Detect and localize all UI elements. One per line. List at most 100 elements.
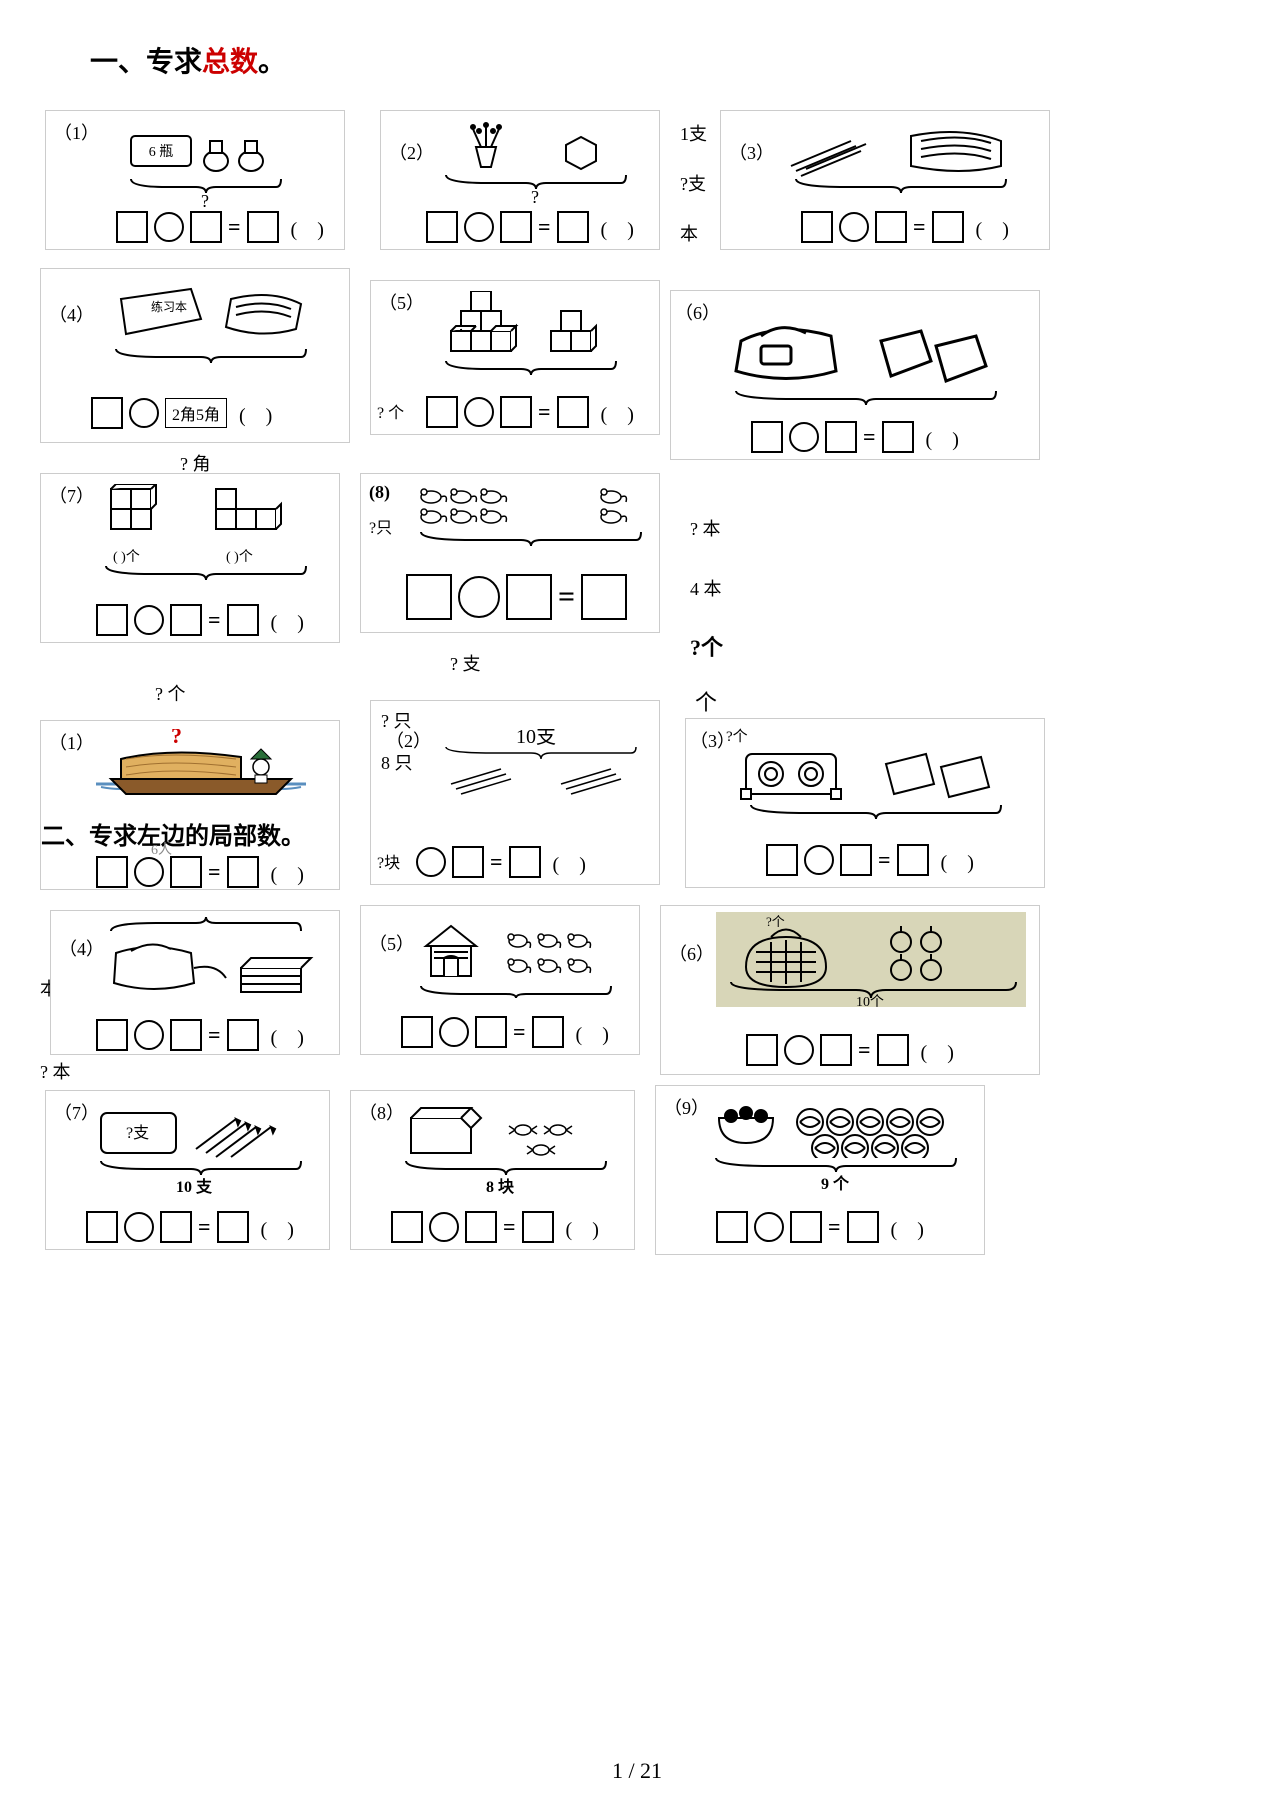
blank-box[interactable] — [401, 1016, 433, 1048]
equals-sign: = — [558, 580, 575, 614]
operator-circle[interactable] — [458, 576, 500, 618]
equation-skeleton: = ( ) — [801, 211, 1009, 243]
problem-card: （3） ?个 = ( ) — [685, 718, 1045, 888]
unit-paren: ( ) — [271, 858, 304, 887]
blank-box[interactable] — [500, 396, 532, 428]
blank-box[interactable] — [406, 574, 452, 620]
operator-circle[interactable] — [439, 1017, 469, 1047]
blank-box[interactable] — [840, 844, 872, 876]
unit-paren: ( ) — [261, 1213, 294, 1242]
blank-box[interactable] — [217, 1211, 249, 1243]
operator-circle[interactable] — [124, 1212, 154, 1242]
problem-card: （4） = ( ) — [50, 910, 340, 1055]
blank-box[interactable] — [751, 421, 783, 453]
blank-box[interactable] — [877, 1034, 909, 1066]
operator-circle[interactable] — [839, 212, 869, 242]
equals-sign: = — [858, 1037, 871, 1063]
blank-box[interactable] — [825, 421, 857, 453]
blank-box[interactable] — [875, 211, 907, 243]
equals-sign: = — [198, 1214, 211, 1240]
unit-paren: ( ) — [553, 848, 586, 877]
fruit-panel: ?个 10个 — [716, 912, 1026, 1007]
blank-box[interactable] — [557, 211, 589, 243]
blank-box[interactable] — [500, 211, 532, 243]
blank-box[interactable] — [820, 1034, 852, 1066]
problem-card: （2） ? = ( ) — [380, 110, 660, 250]
operator-circle[interactable] — [804, 845, 834, 875]
blank-box[interactable] — [581, 574, 627, 620]
equation-skeleton: = ( ) — [716, 1211, 924, 1243]
blank-box[interactable] — [170, 856, 202, 888]
blank-box[interactable] — [801, 211, 833, 243]
blank-box[interactable] — [391, 1211, 423, 1243]
curly-bracket-icon — [746, 803, 1006, 821]
blank-box[interactable] — [426, 396, 458, 428]
blank-box[interactable] — [227, 1019, 259, 1051]
blank-box[interactable] — [509, 846, 541, 878]
blank-box[interactable] — [227, 604, 259, 636]
blank-box[interactable] — [190, 211, 222, 243]
operator-circle[interactable] — [754, 1212, 784, 1242]
operator-circle[interactable] — [429, 1212, 459, 1242]
operator-circle[interactable] — [134, 1020, 164, 1050]
blank-box[interactable] — [716, 1211, 748, 1243]
blank-box[interactable] — [86, 1211, 118, 1243]
blank-box[interactable] — [522, 1211, 554, 1243]
operator-circle[interactable] — [416, 847, 446, 877]
section1-title: 一、专求总数。 — [90, 40, 286, 80]
operator-circle[interactable] — [784, 1035, 814, 1065]
equals-sign: = — [490, 849, 503, 875]
blank-box[interactable] — [475, 1016, 507, 1048]
blank-box[interactable] — [746, 1034, 778, 1066]
operator-circle[interactable] — [154, 212, 184, 242]
blank-box[interactable] — [847, 1211, 879, 1243]
side-label: ?只 — [369, 514, 392, 538]
operator-circle[interactable] — [464, 212, 494, 242]
blank-box[interactable] — [247, 211, 279, 243]
problem-number: （5） — [369, 930, 414, 956]
blank-box[interactable] — [96, 604, 128, 636]
side-label: ?个 — [690, 630, 723, 662]
blank-box[interactable] — [897, 844, 929, 876]
blank-box[interactable] — [170, 604, 202, 636]
overlay-text: 10支 — [516, 729, 556, 748]
problem-number: （7） — [54, 1099, 99, 1125]
caption-below: ? 个 — [155, 680, 186, 706]
blank-box[interactable] — [766, 844, 798, 876]
blank-box[interactable] — [532, 1016, 564, 1048]
operator-circle[interactable] — [789, 422, 819, 452]
blank-box[interactable] — [227, 856, 259, 888]
equals-sign: = — [228, 214, 241, 240]
side-label: ? 个 — [377, 399, 404, 423]
blank-box[interactable] — [506, 574, 552, 620]
side-label: 本 — [680, 220, 698, 246]
svg-text:?支: ?支 — [126, 1124, 149, 1142]
unit-paren: ( ) — [941, 846, 974, 875]
blank-box[interactable] — [116, 211, 148, 243]
blank-box[interactable] — [557, 396, 589, 428]
illustration-vase-hex — [451, 117, 621, 177]
operator-circle[interactable] — [134, 857, 164, 887]
equation-skeleton: = ( ) — [86, 1211, 294, 1243]
unit-paren: ( ) — [566, 1213, 599, 1242]
blank-box[interactable] — [465, 1211, 497, 1243]
blank-box[interactable] — [452, 846, 484, 878]
blank-box[interactable] — [91, 397, 123, 429]
equals-sign: = — [503, 1214, 516, 1240]
blank-box[interactable] — [96, 856, 128, 888]
illustration-bag-books — [721, 311, 1011, 391]
equals-sign: = — [863, 424, 876, 450]
blank-box[interactable] — [160, 1211, 192, 1243]
blank-box[interactable] — [932, 211, 964, 243]
page-footer: 1 / 21 — [0, 1758, 1274, 1784]
operator-circle[interactable] — [129, 398, 159, 428]
operator-circle[interactable] — [134, 605, 164, 635]
blank-box[interactable] — [790, 1211, 822, 1243]
illustration-pens-ten: 10支 — [441, 729, 641, 799]
blank-box[interactable] — [426, 211, 458, 243]
operator-circle[interactable] — [464, 397, 494, 427]
sub-label: ( )个 — [113, 546, 140, 566]
blank-box[interactable] — [882, 421, 914, 453]
blank-box[interactable] — [170, 1019, 202, 1051]
blank-box[interactable] — [96, 1019, 128, 1051]
